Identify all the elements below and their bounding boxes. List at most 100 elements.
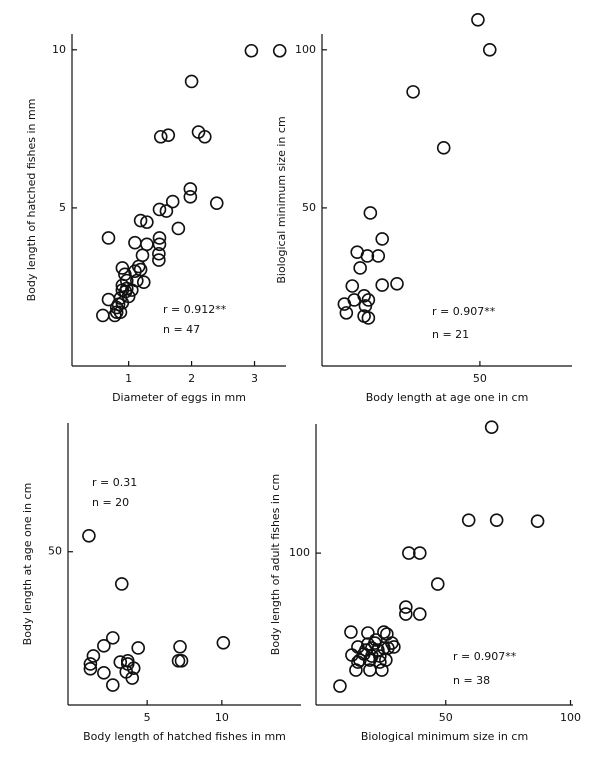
annotation: r = 0.907** (432, 305, 496, 318)
x-tick-label: 10 (215, 711, 229, 724)
point (402, 546, 416, 560)
point (152, 202, 167, 217)
point (173, 639, 187, 654)
point (399, 600, 413, 614)
point (153, 129, 168, 144)
x-tick-label: 5 (144, 711, 151, 724)
point (371, 249, 386, 263)
point (216, 635, 231, 650)
point (96, 308, 110, 323)
point (345, 279, 360, 293)
point (209, 196, 224, 210)
y-axis-label: Body length of adult fishes in cm (269, 474, 282, 655)
point (361, 626, 375, 640)
y-axis-label: Body length at age one in cm (21, 483, 34, 646)
point (344, 625, 358, 639)
point (406, 85, 420, 99)
point (140, 215, 154, 229)
point (412, 607, 427, 621)
point (530, 514, 545, 529)
point (369, 633, 383, 647)
x-axis-label: Diameter of eggs in mm (112, 391, 246, 404)
point (97, 639, 111, 653)
point (174, 654, 189, 668)
annotation: r = 0.31 (92, 476, 137, 489)
point (471, 12, 485, 27)
x-tick-label: 50 (439, 711, 453, 724)
point (109, 305, 124, 320)
point (482, 43, 497, 57)
point (363, 206, 378, 220)
point (125, 671, 140, 685)
point (124, 283, 139, 297)
x-tick-label: 50 (473, 372, 487, 385)
point (183, 190, 198, 204)
y-axis-label: Biological minimum size in cm (275, 116, 288, 283)
point (113, 655, 128, 669)
x-axis-label: Biological minimum size in cm (361, 730, 528, 743)
point (484, 420, 499, 434)
point (375, 232, 389, 246)
point (152, 237, 167, 252)
y-tick-label: 10 (52, 43, 66, 56)
point (373, 655, 387, 669)
annotation: r = 0.912** (163, 303, 227, 316)
point (412, 546, 427, 560)
annotation: n = 20 (92, 496, 129, 509)
point (272, 43, 287, 58)
point (152, 231, 167, 245)
point (106, 631, 120, 645)
point (161, 128, 176, 142)
annotation: n = 47 (163, 323, 200, 336)
point (83, 662, 98, 676)
point (171, 654, 186, 668)
point (135, 248, 150, 263)
point (106, 678, 120, 692)
point (183, 182, 198, 196)
x-tick-label: 100 (560, 711, 581, 724)
point (244, 43, 259, 58)
point (360, 249, 375, 263)
annotation: r = 0.907** (453, 650, 517, 663)
point (489, 513, 504, 527)
point (345, 648, 359, 662)
point (118, 267, 132, 282)
point (380, 627, 394, 641)
y-tick-label: 100 (289, 546, 310, 559)
point (377, 625, 391, 639)
point (171, 221, 186, 236)
annotation: n = 21 (432, 328, 469, 341)
point (353, 261, 367, 275)
point (128, 264, 142, 278)
point (152, 253, 166, 267)
point (339, 306, 354, 320)
x-tick-label: 2 (188, 372, 195, 385)
y-tick-label: 5 (59, 201, 66, 214)
point (131, 641, 145, 655)
point (436, 141, 451, 155)
point (385, 636, 399, 650)
point (361, 637, 375, 651)
point (82, 528, 96, 543)
point (165, 194, 180, 209)
x-axis-label: Body length at age one in cm (366, 391, 529, 404)
y-tick-label: 100 (295, 43, 316, 56)
point (390, 276, 404, 291)
point (361, 311, 376, 325)
x-axis-label: Body length of hatched fishes in mm (83, 730, 286, 743)
point (198, 129, 212, 144)
point (375, 278, 389, 292)
point (108, 308, 122, 323)
x-tick-label: 3 (251, 372, 258, 385)
point (461, 513, 476, 527)
point (101, 231, 116, 245)
point (337, 297, 352, 311)
point (83, 657, 98, 671)
point (184, 74, 199, 89)
point (114, 577, 129, 591)
point (128, 235, 142, 250)
y-axis-label: Body length of hatched fishes in mm (25, 99, 38, 302)
point (118, 284, 133, 299)
point (399, 607, 413, 621)
